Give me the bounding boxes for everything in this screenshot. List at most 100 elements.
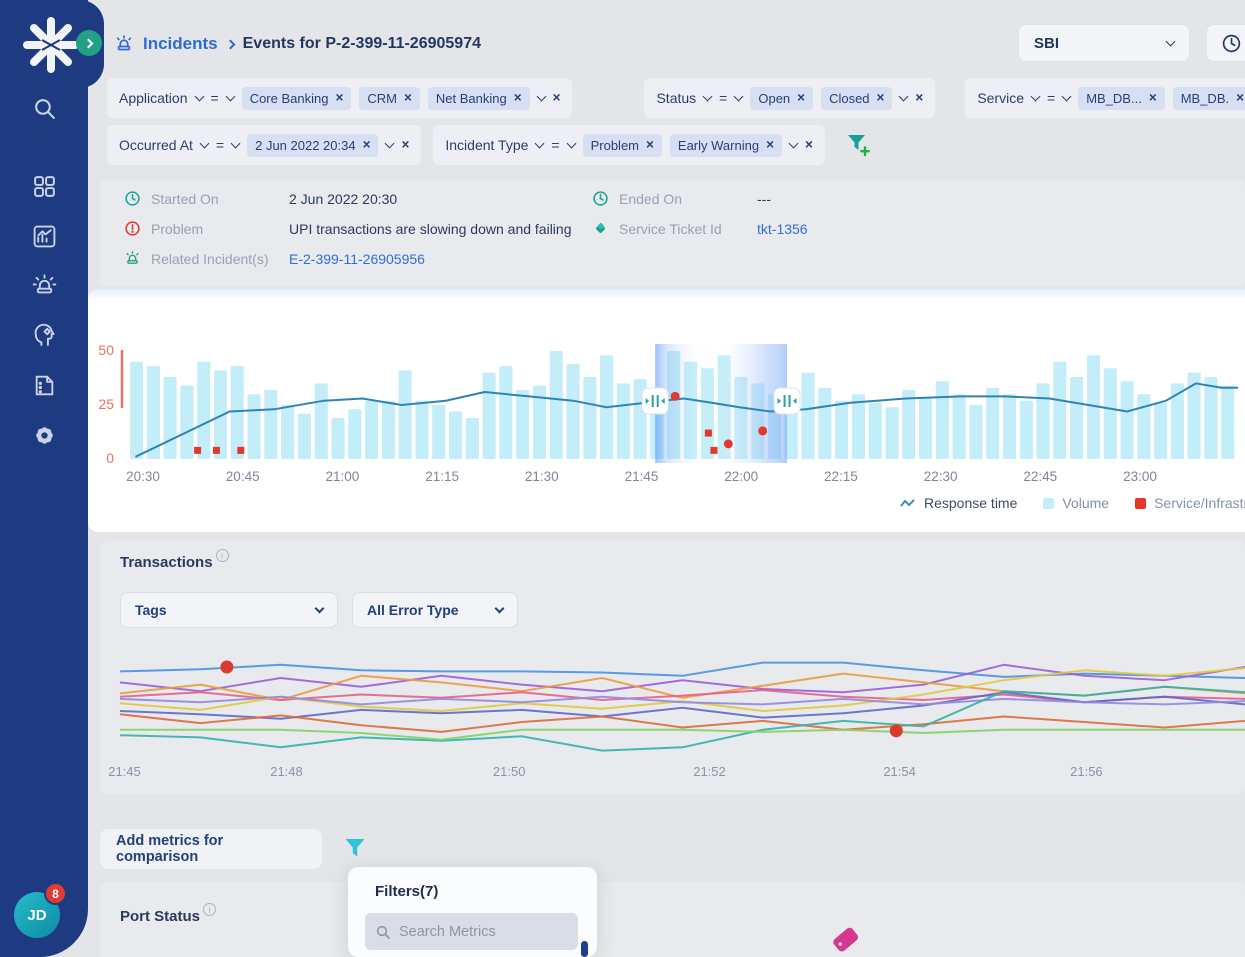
volume-bar[interactable] (902, 389, 916, 459)
volume-bar[interactable] (1120, 381, 1134, 459)
volume-bar[interactable] (381, 400, 395, 459)
volume-bar[interactable] (499, 366, 513, 459)
transactions-chart[interactable]: 21:45 21:48 21:50 21:52 21:54 21:56 (100, 632, 1245, 787)
chip-close-icon[interactable]: × (876, 90, 885, 106)
sidebar-expand-toggle[interactable] (76, 30, 102, 56)
breadcrumb-incidents-link[interactable]: Incidents (143, 34, 218, 53)
filter-chip[interactable]: CRM × (359, 86, 420, 110)
chip-close-icon[interactable]: × (646, 137, 654, 153)
chevron-down-icon[interactable] (225, 91, 236, 102)
filter-operator[interactable]: = (719, 90, 728, 106)
event-marker[interactable] (758, 426, 768, 436)
event-marker[interactable] (237, 446, 245, 454)
analytics-chart-icon[interactable] (32, 224, 57, 249)
volume-bar[interactable] (348, 409, 362, 459)
filter-clear-icon[interactable]: × (915, 90, 924, 106)
dashboard-grid-icon[interactable] (32, 174, 57, 199)
filter-chip[interactable]: Net Banking × (427, 86, 530, 110)
chevron-down-icon[interactable] (534, 138, 545, 149)
filter-chip[interactable]: Closed × (821, 86, 893, 110)
volume-bar[interactable] (449, 411, 463, 460)
volume-bar[interactable] (969, 405, 983, 459)
volume-bar[interactable] (516, 389, 530, 459)
search-icon[interactable] (32, 96, 57, 121)
legend-item[interactable]: Service/Infrastructure (1135, 495, 1245, 511)
volume-bar[interactable] (1019, 400, 1033, 459)
filter-chip[interactable]: MB_DB. × (1172, 86, 1245, 110)
volume-bar[interactable] (314, 383, 328, 459)
chip-close-icon[interactable]: × (513, 90, 522, 106)
service-ticket-link[interactable]: tkt-1356 (757, 220, 808, 237)
event-marker[interactable] (723, 439, 733, 449)
volume-bar[interactable] (532, 385, 546, 459)
volume-bar[interactable] (616, 383, 630, 459)
filter-chip[interactable]: Core Banking × (241, 86, 352, 110)
volume-bar[interactable] (432, 405, 446, 459)
related-incident-link[interactable]: E-2-399-11-26905956 (289, 250, 425, 267)
volume-bar[interactable] (146, 366, 160, 459)
volume-bar[interactable] (247, 394, 261, 459)
filter-chip[interactable]: MB_DB... × (1078, 86, 1165, 110)
volume-bar[interactable] (549, 351, 563, 459)
volume-bar[interactable] (952, 394, 966, 459)
filter-label[interactable]: Incident Type (445, 137, 529, 153)
volume-bar[interactable] (163, 376, 177, 459)
filter-chip[interactable]: Problem × (582, 133, 662, 157)
org-select[interactable]: SBI (1018, 24, 1190, 62)
volume-bar[interactable] (1137, 394, 1151, 459)
add-metrics-button[interactable]: Add metrics for comparison (100, 829, 322, 869)
volume-bar[interactable] (281, 405, 295, 459)
volume-bar[interactable] (1003, 394, 1017, 459)
volume-bar[interactable] (1170, 383, 1184, 459)
filter-clear-icon[interactable]: × (552, 90, 561, 106)
volume-bar[interactable] (130, 361, 144, 459)
selection-drag-handle[interactable] (773, 387, 801, 415)
volume-bar[interactable] (919, 398, 933, 460)
event-marker[interactable] (704, 429, 712, 437)
volume-bar[interactable] (297, 413, 311, 459)
selection-drag-handle[interactable] (641, 387, 669, 415)
volume-bar[interactable] (801, 372, 815, 459)
filter-dropdown-chevron[interactable] (898, 91, 909, 102)
filter-dropdown-chevron[interactable] (788, 138, 799, 149)
volume-bar[interactable] (583, 376, 597, 459)
event-marker[interactable] (710, 446, 718, 454)
filter-operator[interactable]: = (1047, 90, 1056, 106)
filter-chip[interactable]: Early Warning × (669, 133, 782, 157)
chevron-down-icon[interactable] (566, 138, 577, 149)
volume-bar[interactable] (1187, 372, 1201, 459)
search-metrics-input[interactable] (399, 923, 559, 940)
volume-bar[interactable] (1221, 385, 1235, 459)
filter-label[interactable]: Status (656, 90, 697, 106)
volume-bar[interactable] (213, 370, 227, 459)
volume-bar[interactable] (868, 402, 882, 459)
settings-gear-icon[interactable] (32, 423, 57, 448)
chevron-down-icon[interactable] (702, 91, 713, 102)
volume-bar[interactable] (264, 389, 278, 459)
volume-bar[interactable] (331, 418, 345, 459)
volume-bar[interactable] (482, 372, 496, 459)
volume-bar[interactable] (180, 385, 194, 459)
volume-bar[interactable] (986, 387, 1000, 459)
volume-bar[interactable] (1154, 402, 1168, 459)
volume-bar[interactable] (1086, 355, 1100, 459)
filter-label[interactable]: Service (977, 90, 1024, 106)
volume-bar[interactable] (1036, 383, 1050, 459)
event-marker[interactable] (670, 391, 680, 401)
app-logo-icon[interactable] (22, 16, 80, 74)
add-filter-icon[interactable] (845, 132, 871, 158)
volume-bar[interactable] (885, 407, 899, 459)
volume-bar[interactable] (851, 394, 865, 459)
info-icon[interactable]: i (203, 903, 217, 916)
volume-bar[interactable] (1053, 361, 1067, 459)
documents-icon[interactable] (32, 373, 57, 398)
volume-bar[interactable] (566, 364, 580, 459)
chip-close-icon[interactable]: × (403, 90, 412, 106)
volume-bar[interactable] (398, 370, 412, 459)
info-icon[interactable]: i (215, 549, 229, 562)
chevron-down-icon[interactable] (733, 91, 744, 102)
legend-item[interactable]: Response time (900, 495, 1017, 511)
chip-close-icon[interactable]: × (797, 90, 806, 106)
volume-bar[interactable] (1103, 368, 1117, 459)
anomaly-dot[interactable] (220, 660, 234, 674)
